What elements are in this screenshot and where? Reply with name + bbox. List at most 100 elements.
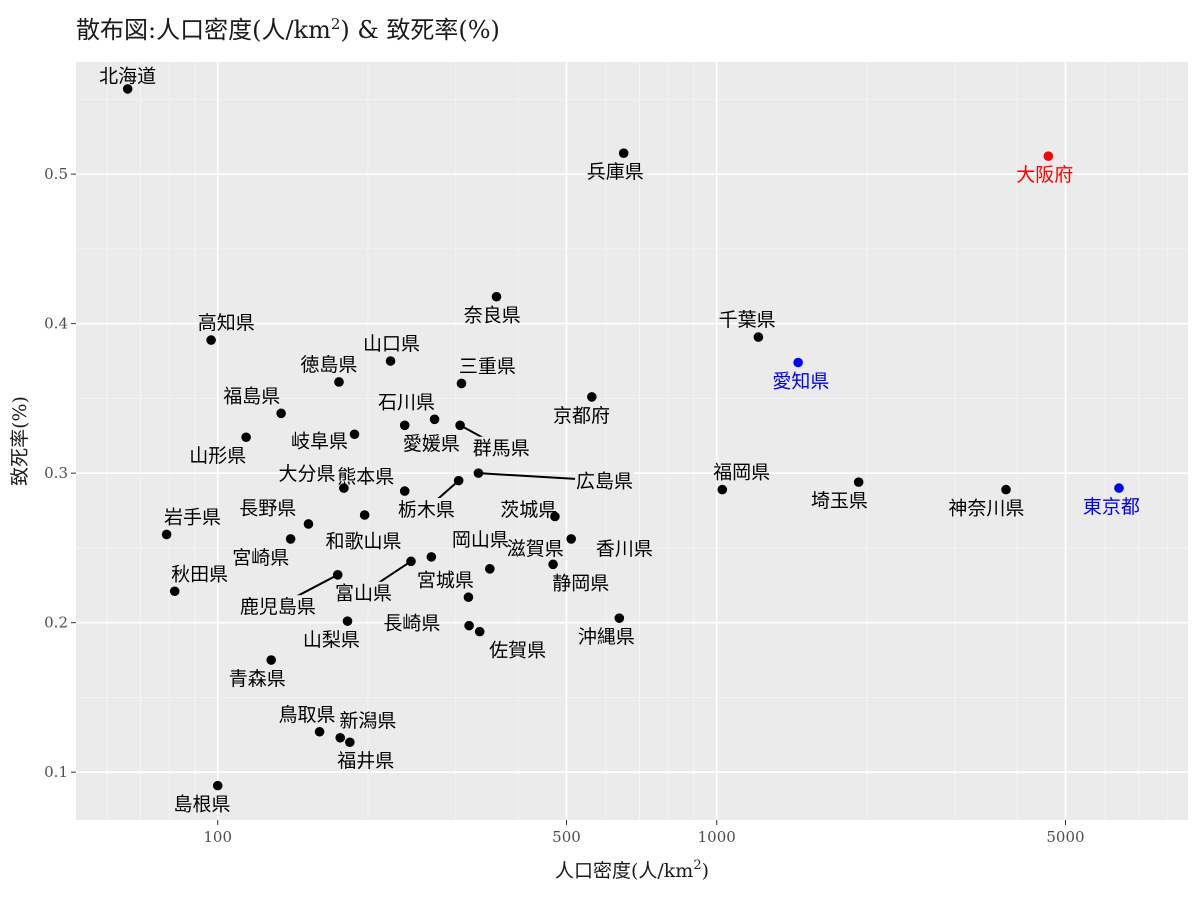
- data-point: [359, 510, 370, 520]
- data-point-label: 茨城県: [500, 499, 557, 521]
- data-point: [335, 732, 346, 743]
- data-point-label: 神奈川県: [948, 498, 1024, 520]
- y-tick-label: 0.3: [44, 464, 68, 482]
- data-point-label: 福井県: [337, 750, 394, 772]
- y-axis-title: 致死率(%): [9, 396, 31, 486]
- data-point-label: 愛知県: [772, 370, 829, 392]
- data-point: [122, 84, 133, 94]
- data-point-label: 栃木県: [398, 499, 455, 521]
- label-background: [238, 595, 317, 618]
- data-point-label: 山形県: [189, 445, 246, 467]
- data-point: [266, 655, 277, 665]
- data-point: [385, 356, 396, 366]
- x-axis-title-superscript: 2: [693, 858, 701, 873]
- data-point: [406, 556, 416, 567]
- data-point: [550, 511, 560, 522]
- data-point-label: 宮城県: [417, 569, 474, 591]
- data-point: [342, 616, 353, 626]
- plot-panel: [76, 62, 1188, 820]
- data-point-label: 青森県: [229, 668, 286, 690]
- y-axis-ticks: 0.1 0.2 0.3 0.4 0.5: [44, 165, 76, 781]
- data-point: [314, 726, 325, 737]
- data-point-label: 佐賀県: [489, 640, 546, 662]
- data-point-label: 岩手県: [164, 507, 221, 529]
- x-axis-ticks: 100 500 1000 5000: [203, 820, 1085, 846]
- data-point-label: 大阪府: [1016, 164, 1073, 186]
- data-point: [793, 357, 803, 368]
- label-leader-lines: [238, 424, 635, 618]
- data-point: [212, 780, 223, 791]
- data-point: [161, 529, 172, 540]
- data-point: [474, 626, 485, 637]
- x-axis-title-suffix: ): [702, 860, 709, 882]
- data-point-label: 島根県: [173, 794, 230, 816]
- data-point-label: 鳥取県: [279, 704, 336, 726]
- label-background: [471, 436, 531, 459]
- data-point-label: 石川県: [378, 391, 435, 413]
- y-tick-label: 0.2: [44, 614, 68, 632]
- data-point-label: 群馬県: [473, 438, 530, 460]
- data-point: [345, 737, 355, 748]
- data-point: [1043, 151, 1054, 161]
- data-point-label: 埼玉県: [811, 490, 868, 512]
- data-point: [456, 378, 467, 389]
- data-point: [399, 420, 410, 431]
- data-point-label: 福岡県: [713, 462, 770, 484]
- data-point-label: 長野県: [239, 498, 296, 520]
- data-point: [426, 552, 437, 562]
- data-point: [717, 484, 728, 495]
- data-point: [169, 586, 180, 597]
- data-point: [285, 534, 296, 544]
- data-point-label: 岐阜県: [291, 430, 348, 452]
- data-point: [614, 613, 625, 623]
- data-point-label: 東京都: [1083, 496, 1140, 518]
- data-point-label: 広島県: [576, 471, 633, 493]
- data-point: [453, 475, 464, 486]
- data-point-label: 鹿児島県: [240, 596, 316, 618]
- chart-title: 散布図:人口密度(人/km2) & 致死率(%): [76, 10, 500, 45]
- data-point-label: 沖縄県: [578, 626, 635, 648]
- data-point-label: 高知県: [198, 312, 255, 334]
- data-point-label: 奈良県: [464, 305, 521, 327]
- x-tick-label: 1000: [698, 828, 736, 846]
- chart-title-superscript: 2: [330, 15, 341, 33]
- data-point: [206, 335, 216, 345]
- data-point: [548, 559, 558, 570]
- x-tick-label: 500: [552, 828, 581, 846]
- chart-title-suffix: ) & 致死率(%): [340, 16, 500, 44]
- data-point-label: 三重県: [459, 355, 516, 377]
- data-point: [491, 291, 502, 302]
- data-point: [339, 483, 349, 493]
- data-point: [276, 408, 286, 419]
- x-axis-title: 人口密度(人/km2): [555, 858, 709, 882]
- data-point: [473, 468, 484, 478]
- data-point: [455, 420, 465, 431]
- data-point: [429, 414, 440, 425]
- data-point: [485, 564, 495, 574]
- data-point-label: 滋賀県: [507, 538, 564, 560]
- x-tick-label: 100: [203, 828, 232, 846]
- x-axis-title-text: 人口密度(人/km: [555, 860, 693, 882]
- data-point-label: 愛媛県: [403, 433, 460, 455]
- data-point-label: 千葉県: [719, 309, 776, 331]
- data-point-label: 熊本県: [337, 466, 394, 488]
- data-point: [241, 432, 251, 443]
- x-tick-label: 5000: [1046, 828, 1084, 846]
- data-point-label: 北海道: [99, 65, 156, 87]
- data-point: [303, 519, 314, 529]
- data-point-label: 富山県: [335, 583, 392, 605]
- data-point-label: 岡山県: [452, 529, 509, 551]
- data-point: [1114, 483, 1124, 493]
- data-point: [753, 332, 764, 342]
- data-point-label: 大分県: [279, 463, 336, 485]
- data-points: [122, 84, 1124, 791]
- data-point-label: 福島県: [223, 385, 280, 407]
- label-background: [575, 469, 635, 492]
- data-point-label: 香川県: [596, 538, 653, 560]
- data-point: [332, 570, 343, 580]
- data-point-label: 徳島県: [300, 354, 357, 376]
- y-tick-label: 0.1: [44, 763, 68, 781]
- data-point: [853, 477, 864, 487]
- data-point-label: 兵庫県: [587, 161, 644, 183]
